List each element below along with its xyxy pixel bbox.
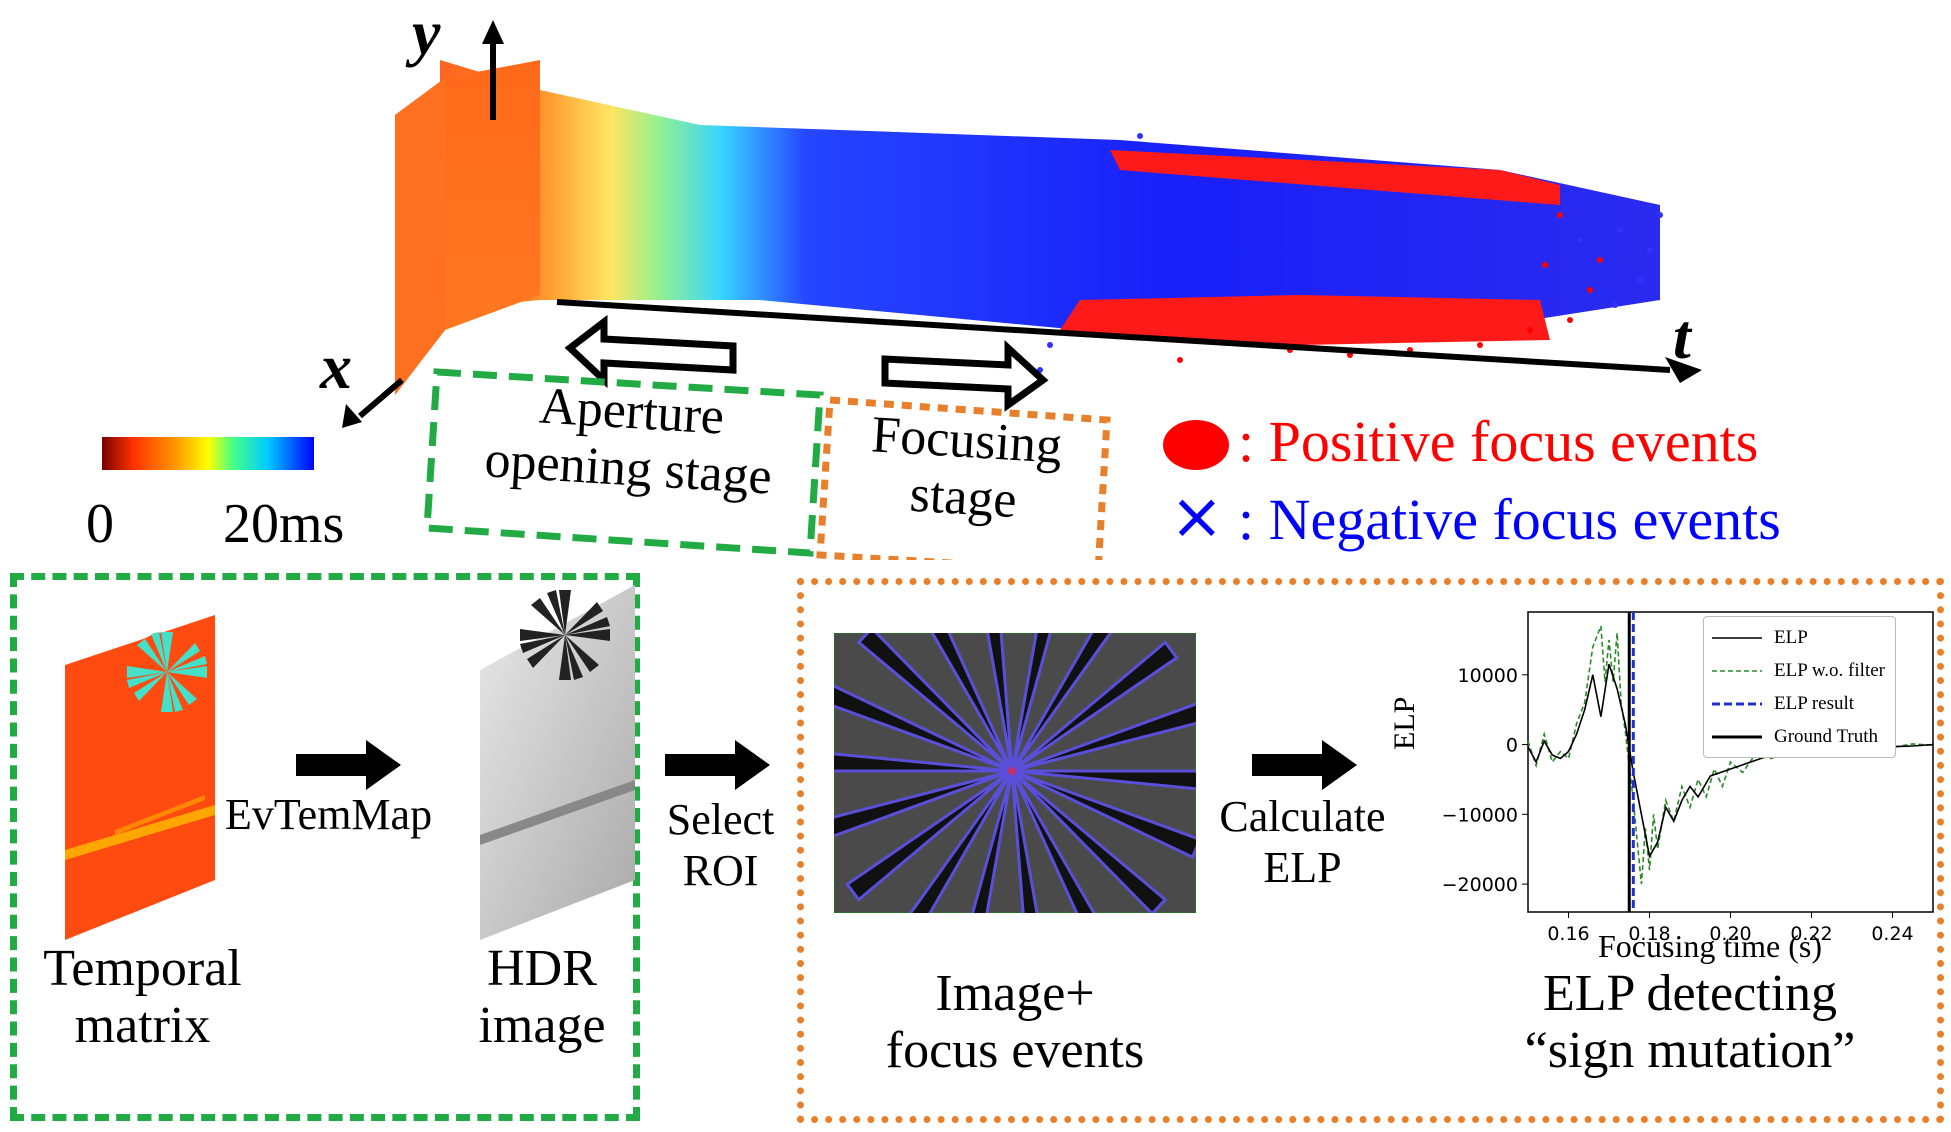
- star-wedge: [856, 633, 1014, 773]
- t-axis-arrow: [556, 299, 1671, 373]
- x-axis-label: x: [320, 331, 352, 402]
- legend-item-elp-wo-filter: ELP w.o. filter: [1712, 654, 1885, 687]
- t-axis-label: t: [1673, 301, 1691, 372]
- y-tick-label: 10000: [1458, 665, 1518, 687]
- aperture-stage-label: Aperture opening stage: [483, 377, 774, 506]
- y-tick-label: −20000: [1442, 874, 1518, 896]
- positive-events-band-top: [1110, 150, 1560, 205]
- siemens-star-colored: [127, 632, 207, 712]
- star-wedge: [1011, 769, 1196, 860]
- focusing-hollow-arrow: [881, 340, 1049, 412]
- star-wedge: [834, 684, 1013, 773]
- x-tick-label: 0.20: [1709, 923, 1751, 945]
- star-wedge: [908, 770, 1014, 913]
- evtemmap-label: EvTemMap: [225, 790, 433, 839]
- star-wedge: [845, 769, 1013, 902]
- legend-ground-truth-label: Ground Truth: [1774, 725, 1878, 747]
- star-wedge: [1010, 770, 1096, 913]
- x-tick-label: 0.18: [1628, 923, 1670, 945]
- temporal-matrix-image: [65, 615, 215, 940]
- star-wedge: [971, 770, 1014, 913]
- arrow-calculate-elp: [1252, 740, 1357, 790]
- y-tick-label: −10000: [1442, 804, 1518, 826]
- elp-x-axis-label: Focusing time (s): [1598, 928, 1822, 964]
- star-wedge: [1010, 770, 1039, 913]
- positive-events-band-bottom: [1060, 295, 1550, 345]
- temporal-matrix-label: Temporal matrix: [43, 940, 242, 1055]
- roi-focus-events-image: [834, 633, 1196, 913]
- legend-item-ground-truth: Ground Truth: [1712, 720, 1885, 753]
- hdr-image: [480, 585, 635, 940]
- select-roi-label: Select ROI: [666, 795, 775, 895]
- star-wedge: [930, 633, 1014, 772]
- x-tick-label: 0.24: [1871, 923, 1913, 945]
- elp-y-axis-label: ELP: [1388, 696, 1421, 750]
- aperture-hollow-arrow: [564, 314, 737, 389]
- star-wedge: [1010, 769, 1168, 913]
- siemens-star-gray: [520, 590, 610, 680]
- legend-elp-result-label: ELP result: [1774, 692, 1855, 714]
- orange-pipeline-box: [797, 578, 1944, 1123]
- y-tick-label: 0: [1506, 735, 1518, 757]
- event-cloud-illustration: [342, 20, 1702, 560]
- colorbar-min-label: 0: [86, 493, 114, 555]
- legend-negative-label: : Negative focus events: [1238, 487, 1781, 552]
- star-wedge: [834, 752, 1013, 773]
- legend-elp-wo-filter-label: ELP w.o. filter: [1774, 659, 1885, 681]
- scatter-dots: [1037, 133, 1663, 373]
- legend-positive-label: : Positive focus events: [1238, 409, 1759, 474]
- positive-dot-icon: [1163, 420, 1229, 470]
- colorbar-max-label: 20ms: [223, 493, 345, 555]
- star-wedge: [834, 769, 1013, 838]
- colorbar: [102, 437, 314, 470]
- x-tick-label: 0.22: [1790, 923, 1832, 945]
- image-focus-events-label: Image+ focus events: [885, 965, 1145, 1080]
- star-center: [1008, 767, 1016, 775]
- legend-elp-label: ELP: [1774, 626, 1808, 648]
- y-axis-label: y: [412, 0, 441, 68]
- x-axis-arrow: [358, 377, 404, 419]
- elp-chart-legend: ELP ELP w.o. filter ELP result Ground Tr…: [1703, 616, 1896, 758]
- hdr-image-label: HDR image: [478, 940, 606, 1055]
- arrow-evtemmap: [296, 740, 401, 790]
- star-wedge: [1011, 769, 1196, 791]
- focusing-stage-label: Focusing stage: [869, 406, 1064, 530]
- event-cloud-body: [440, 60, 1660, 330]
- aperture-stage-box: [423, 368, 824, 557]
- star-wedge: [1011, 640, 1179, 773]
- star-wedge: [1010, 633, 1052, 772]
- legend-item-elp-result: ELP result: [1712, 687, 1885, 720]
- star-wedge: [1010, 633, 1113, 772]
- arrow-select-roi: [665, 740, 770, 790]
- elp-detecting-label: ELP detecting “sign mutation”: [1524, 965, 1856, 1080]
- calculate-elp-label: Calculate ELP: [1219, 792, 1386, 892]
- negative-cross-icon: ×: [1170, 480, 1224, 554]
- focusing-stage-box: [816, 396, 1111, 560]
- star-wedge: [1011, 702, 1196, 773]
- green-pipeline-box: [10, 573, 640, 1121]
- elp-chart: 0.16 0.18 0.20 0.22 0.24 10000 0 −10000 −20000: [1442, 611, 1934, 945]
- star-wedge: [986, 633, 1014, 772]
- x-tick-label: 0.16: [1547, 923, 1589, 945]
- legend-item-elp: ELP: [1712, 621, 1885, 654]
